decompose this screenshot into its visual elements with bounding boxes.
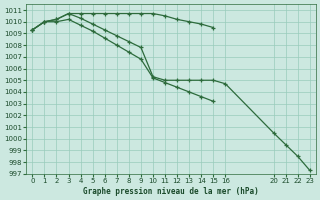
X-axis label: Graphe pression niveau de la mer (hPa): Graphe pression niveau de la mer (hPa): [83, 187, 259, 196]
